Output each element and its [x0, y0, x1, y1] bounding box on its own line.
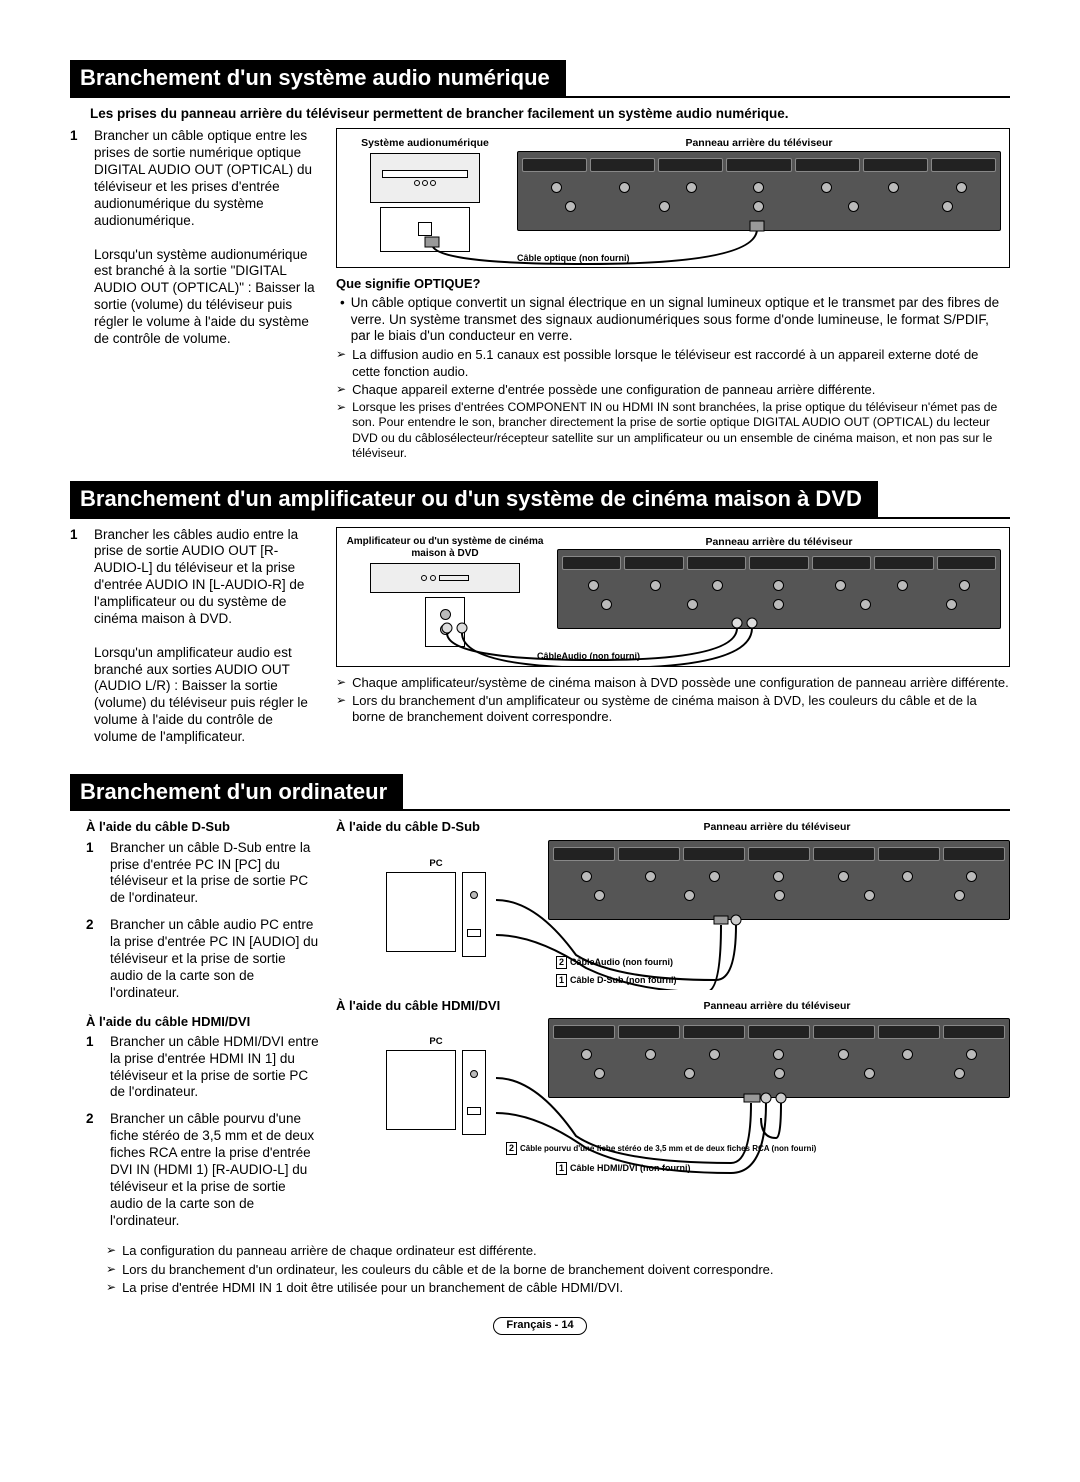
optical-port-box [380, 207, 470, 252]
ordinateur-arrows: La configuration du panneau arrière de c… [106, 1243, 1010, 1296]
pc-monitor [386, 872, 456, 952]
step-number: 1 [70, 128, 84, 347]
subhead-hdmi-right: À l'aide du câble HDMI/DVI [336, 998, 536, 1014]
optique-arrows: La diffusion audio en 5.1 canaux est pos… [336, 347, 1010, 461]
step-text: Brancher un câble pourvu d'une fiche sté… [110, 1111, 320, 1229]
audio-in-ports [425, 597, 465, 647]
cable-label: Câble optique (non fourni) [517, 253, 629, 264]
diagram-hdmi: PC [336, 1018, 1010, 1178]
section-audio-numerique: Branchement d'un système audio numérique… [70, 60, 1010, 463]
pc-label: PC [336, 858, 536, 870]
tv-rear-panel [548, 1018, 1010, 1098]
pc-tower [462, 872, 486, 957]
amplifier-arrows: Chaque amplificateur/système de cinéma m… [336, 675, 1010, 726]
section-title: Branchement d'un système audio numérique [70, 60, 566, 96]
section-intro: Les prises du panneau arrière du télévis… [90, 106, 1010, 123]
diagram-dsub: PC [336, 840, 1010, 990]
arrow-text: Chaque appareil externe d'entrée possède… [352, 382, 875, 398]
section-amplificateur: Branchement d'un amplificateur ou d'un s… [70, 481, 1010, 756]
device-amplifier [370, 563, 520, 593]
step-note: Lorsqu'un amplificateur audio est branch… [94, 645, 308, 744]
step-text: Brancher un câble audio PC entre la pris… [110, 917, 320, 1001]
diagram-label-system: Système audionumérique [345, 137, 505, 150]
cable-label-2: 2Câble pourvu d'une fiche stéréo de 3,5 … [506, 1139, 816, 1156]
diagram-label-panel: Panneau arrière du téléviseur [557, 536, 1001, 549]
tv-rear-panel [557, 549, 1001, 629]
device-audio-system [370, 153, 480, 203]
arrow-text: Lors du branchement d'un ordinateur, les… [122, 1262, 773, 1278]
arrow-text: Lorsque les prises d'entrées COMPONENT I… [352, 400, 1010, 461]
page-footer: Français - 14 [70, 1316, 1010, 1335]
step-text: Brancher un câble HDMI/DVI entre la pris… [110, 1034, 320, 1102]
section-title: Branchement d'un ordinateur [70, 774, 403, 810]
pc-label: PC [336, 1036, 536, 1048]
optique-bullets: Un câble optique convertit un signal éle… [340, 295, 1010, 346]
arrow-text: La diffusion audio en 5.1 canaux est pos… [352, 347, 1010, 380]
arrow-text: Lors du branchement d'un amplificateur o… [352, 693, 1010, 726]
step-text: Brancher un câble optique entre les pris… [94, 128, 320, 347]
step-number: 1 [86, 840, 100, 908]
step-number: 1 [86, 1034, 100, 1102]
diagram-optical: Système audionumérique Panneau arrière d… [336, 128, 1010, 268]
step-text: Brancher les câbles audio entre la prise… [94, 527, 320, 746]
optique-heading: Que signifie OPTIQUE? [336, 276, 1010, 292]
arrow-text: La prise d'entrée HDMI IN 1 doit être ut… [122, 1280, 623, 1296]
subhead-dsub-left: À l'aide du câble D-Sub [86, 819, 320, 835]
step-note: Lorsqu'un système audionumérique est bra… [94, 247, 315, 346]
section-title: Branchement d'un amplificateur ou d'un s… [70, 481, 878, 517]
section-heading: Branchement d'un système audio numérique [70, 60, 1010, 98]
step-main: Brancher un câble optique entre les pris… [94, 128, 312, 227]
bullet-text: Un câble optique convertit un signal éle… [351, 295, 1010, 346]
cable-label-2: 2CâbleAudio (non fourni) [556, 953, 673, 970]
subhead-hdmi-left: À l'aide du câble HDMI/DVI [86, 1014, 320, 1030]
section-heading: Branchement d'un amplificateur ou d'un s… [70, 481, 1010, 519]
cable-label-1: 1Câble HDMI/DVI (non fourni) [556, 1159, 691, 1176]
page-number-badge: Français - 14 [493, 1317, 586, 1335]
tv-rear-panel [517, 151, 1001, 231]
diagram-amplifier: Amplificateur ou d'un système de cinéma … [336, 527, 1010, 667]
diagram-label-panel: Panneau arrière du téléviseur [517, 137, 1001, 150]
subhead-dsub-right: À l'aide du câble D-Sub [336, 819, 536, 835]
step-number: 1 [70, 527, 84, 746]
arrow-text: La configuration du panneau arrière de c… [122, 1243, 537, 1259]
arrow-text: Chaque amplificateur/système de cinéma m… [352, 675, 1009, 691]
section-heading: Branchement d'un ordinateur [70, 774, 1010, 812]
section-ordinateur: Branchement d'un ordinateur À l'aide du … [70, 774, 1010, 1296]
cable-label-1: 1Câble D-Sub (non fourni) [556, 971, 677, 988]
diagram-label-panel: Panneau arrière du téléviseur [544, 821, 1010, 834]
cable-label: CâbleAudio (non fourni) [537, 651, 640, 662]
diagram-label-system: Amplificateur ou d'un système de cinéma … [345, 536, 545, 561]
step-text: Brancher un câble D-Sub entre la prise d… [110, 840, 320, 908]
step-number: 2 [86, 917, 100, 1001]
step-number: 2 [86, 1111, 100, 1229]
diagram-label-panel: Panneau arrière du téléviseur [544, 1000, 1010, 1013]
tv-rear-panel [548, 840, 1010, 920]
pc-tower [462, 1050, 486, 1135]
pc-monitor [386, 1050, 456, 1130]
step-main: Brancher les câbles audio entre la prise… [94, 527, 304, 626]
